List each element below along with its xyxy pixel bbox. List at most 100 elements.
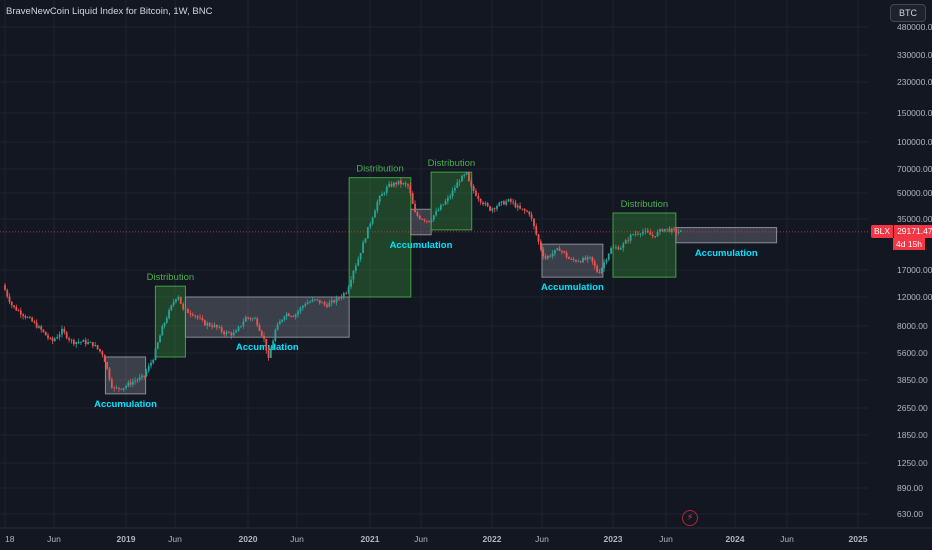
- candle-body: [579, 261, 582, 263]
- price-tag-symbol: BLX: [871, 225, 894, 238]
- candle-body: [115, 387, 118, 389]
- candle-body: [409, 185, 412, 194]
- candle-body: [572, 259, 575, 261]
- candle-body: [10, 302, 13, 306]
- candle-body: [677, 231, 680, 233]
- candle-body: [333, 300, 336, 303]
- candle-body: [383, 192, 386, 194]
- candle-body: [535, 226, 538, 235]
- grid-lines: [0, 0, 868, 528]
- candle-body: [479, 198, 482, 203]
- candle-body: [247, 317, 250, 319]
- candle-body: [428, 220, 431, 223]
- candle-body: [63, 328, 66, 333]
- candle-body: [617, 247, 620, 250]
- candle-body: [309, 301, 311, 303]
- candle-body: [451, 190, 454, 197]
- candle-body: [191, 314, 194, 316]
- candle-body: [661, 229, 664, 232]
- candle-body: [654, 236, 657, 237]
- candle-body: [404, 183, 407, 185]
- candle-body: [82, 340, 85, 342]
- price-axis-label: 12000.00: [897, 292, 932, 302]
- time-axis-label: Jun: [168, 534, 182, 544]
- candle-body: [498, 202, 501, 207]
- candle-body: [385, 186, 388, 193]
- candle-body: [539, 241, 542, 250]
- zone-label-distribution: Distribution: [621, 199, 669, 210]
- candle-body: [179, 296, 182, 304]
- price-axis-label: 2650.00: [897, 403, 928, 413]
- candle-body: [306, 302, 309, 305]
- price-axis-label: 17000.00: [897, 265, 932, 275]
- candle-body: [584, 257, 587, 260]
- candle-body: [235, 330, 238, 333]
- candle-body: [533, 218, 535, 227]
- candle-body: [249, 318, 252, 320]
- candle-body: [376, 201, 379, 211]
- candle-body: [641, 231, 644, 234]
- candle-body: [228, 332, 230, 333]
- candle-body: [342, 293, 345, 298]
- candle-body: [161, 326, 164, 336]
- bar-countdown: 4d 15h: [893, 238, 925, 250]
- time-axis-label: 2023: [604, 534, 623, 544]
- candle-body: [444, 201, 447, 205]
- candle-body: [603, 262, 605, 269]
- candle-body: [108, 368, 111, 380]
- candle-body: [359, 252, 362, 260]
- candle-body: [328, 302, 331, 307]
- candle-body: [187, 309, 189, 313]
- candle-body: [326, 304, 328, 307]
- candle-body: [263, 335, 265, 339]
- candle-body: [546, 255, 549, 259]
- candle-body: [152, 359, 155, 363]
- zone-accumulation: [410, 208, 432, 236]
- price-axis-label: 70000.00: [897, 164, 932, 174]
- zone-label-distribution: Distribution: [428, 158, 476, 169]
- candle-body: [390, 183, 393, 187]
- candle-body: [577, 261, 580, 263]
- candle-body: [129, 382, 132, 385]
- zone-label-accumulation: Accumulation: [541, 282, 604, 293]
- zone-accumulation: [675, 227, 778, 244]
- candle-body: [225, 332, 228, 335]
- candle-body: [411, 193, 414, 204]
- time-axis-label: 18: [5, 534, 15, 544]
- candle-body: [33, 321, 36, 323]
- candle-body: [58, 334, 61, 338]
- candle-body: [65, 332, 68, 339]
- candle-body: [47, 335, 49, 338]
- time-axis-label: 2024: [726, 534, 745, 544]
- candle-body: [651, 234, 654, 237]
- time-axis-label: Jun: [290, 534, 304, 544]
- price-axis: 480000.00 330000.00 230000.00 150000.00 1000…: [897, 22, 932, 519]
- candle-body: [458, 181, 461, 183]
- candle-body: [304, 304, 307, 306]
- candle-body: [220, 327, 223, 332]
- candle-body: [4, 285, 6, 291]
- candle-body: [607, 253, 610, 260]
- candle-body: [15, 306, 18, 311]
- lightning-icon[interactable]: ⚡: [682, 510, 698, 526]
- candle-body: [586, 256, 589, 260]
- candle-body: [283, 316, 286, 320]
- zones: Accumulation Distribution Accumulation Dist…: [94, 158, 778, 410]
- candle-body: [472, 186, 475, 191]
- candle-body: [75, 341, 78, 344]
- candle-body: [507, 199, 510, 202]
- candle-body: [51, 338, 54, 341]
- candle-body: [223, 331, 226, 335]
- candle-body: [141, 375, 143, 378]
- candle-body: [237, 326, 240, 331]
- candle-body: [251, 318, 254, 320]
- time-axis-label: Jun: [47, 534, 61, 544]
- candle-body: [156, 342, 159, 349]
- candle-body: [120, 388, 123, 390]
- symbol-button[interactable]: BTC: [890, 4, 926, 22]
- candle-body: [544, 256, 547, 259]
- candle-body: [31, 317, 34, 322]
- candle-body: [453, 187, 456, 191]
- candle-body: [281, 319, 284, 322]
